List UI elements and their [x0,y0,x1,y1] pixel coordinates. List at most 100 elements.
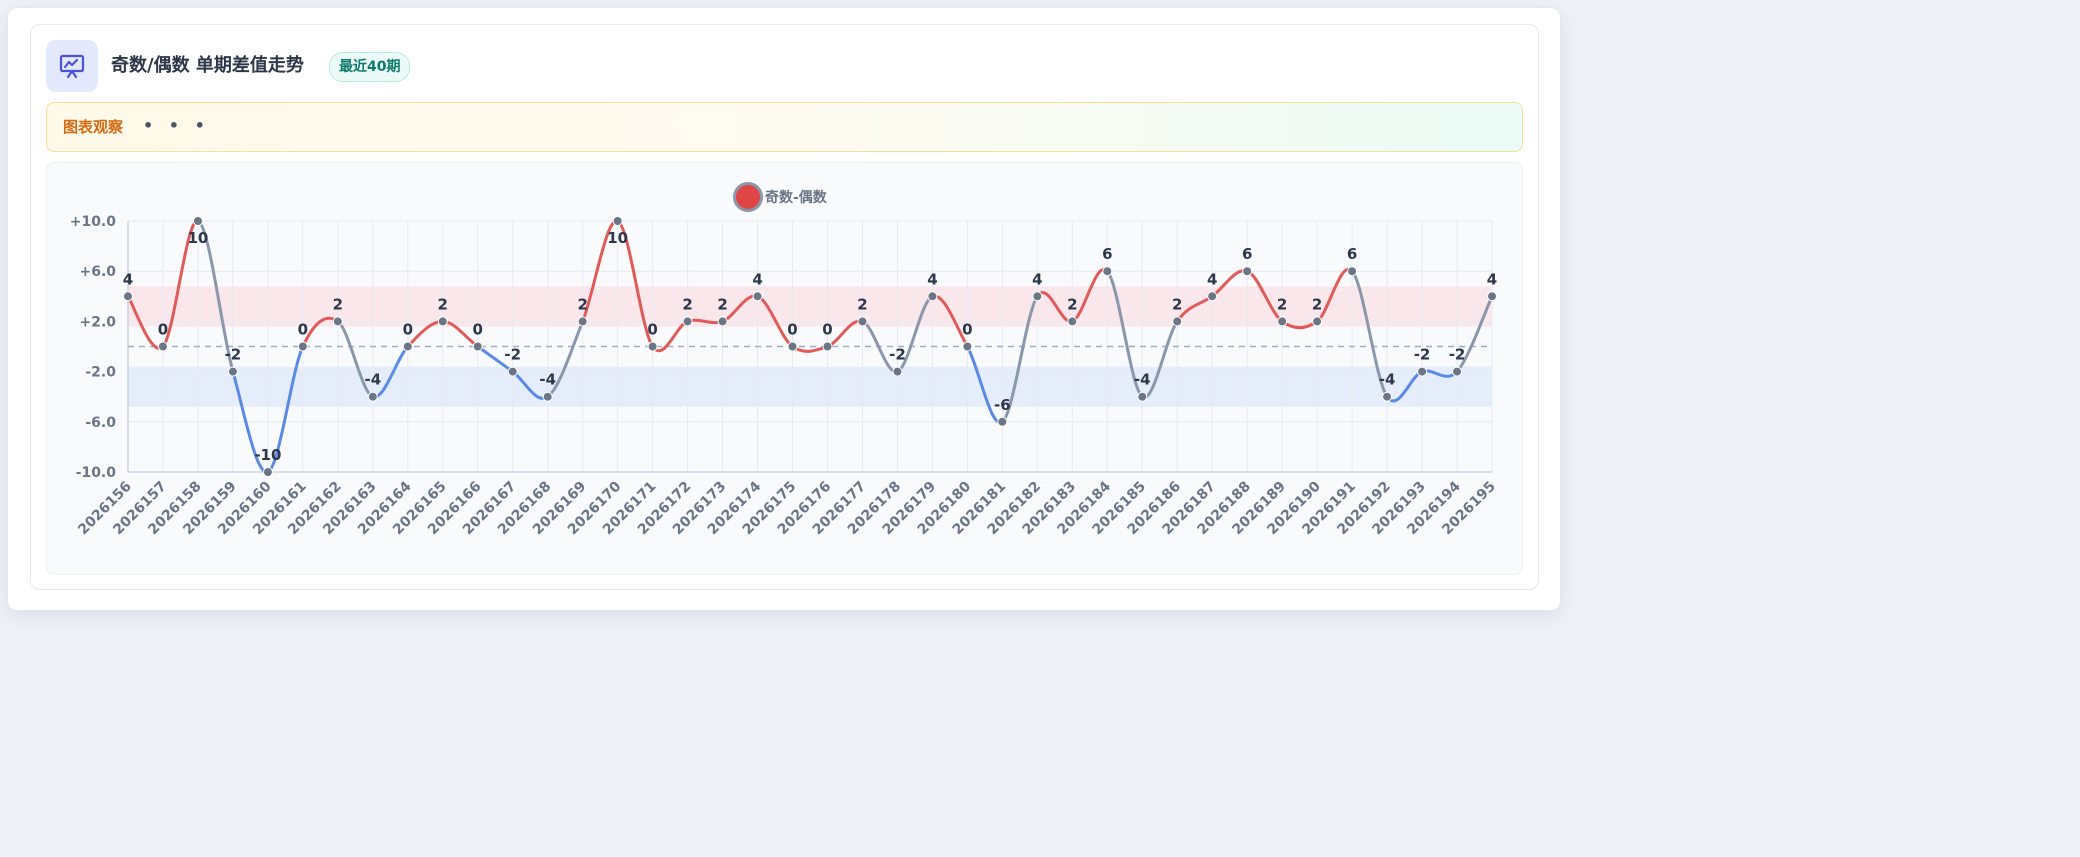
negative-band [128,366,1492,407]
data-label: 10 [188,229,209,247]
data-label: 0 [962,321,972,339]
data-point [752,291,763,302]
data-point [1347,266,1358,277]
data-point [1242,266,1253,277]
data-label: 4 [752,270,762,288]
data-point [437,316,448,327]
data-label: 6 [1347,245,1357,263]
data-point [1312,316,1323,327]
data-label: 0 [403,321,413,339]
data-point [1067,316,1078,327]
data-point [577,316,588,327]
data-point [787,341,798,352]
data-point [192,216,203,226]
data-point [1382,391,1393,402]
data-point [892,366,903,377]
data-label: 0 [647,321,657,339]
presentation-chart-icon [46,40,98,92]
data-label: -2 [889,346,906,364]
data-label: 2 [333,295,343,313]
outer-card: 奇数/偶数 单期差值走势 最近40期 图表观察 • • • +10.0 +6.0 +… [7,7,1561,611]
series-line-segment [266,345,305,474]
data-label: -2 [1414,346,1431,364]
y-tick-label: +6.0 [79,264,116,280]
data-point [227,366,238,377]
data-point [1277,316,1288,327]
data-label: 0 [787,321,797,339]
data-label: 6 [1102,245,1112,263]
data-label: 4 [1207,270,1217,288]
data-point [542,391,553,402]
data-point [927,291,938,302]
data-label: -2 [504,346,521,364]
y-tick-label: -6.0 [85,415,116,431]
data-point [1137,391,1148,402]
data-label: 2 [1067,295,1077,313]
y-tick-label: +2.0 [79,314,116,330]
data-point [857,316,868,327]
more-icon[interactable]: • • • [143,116,210,135]
data-label: 0 [298,321,308,339]
chart-panel: 奇数/偶数 单期差值走势 最近40期 图表观察 • • • +10.0 +6.0 +… [30,24,1539,590]
data-point [822,341,833,352]
data-point [297,341,308,352]
series-line-segment [161,219,200,348]
data-point [1032,291,1043,302]
data-label: -4 [1134,371,1151,389]
data-label: 0 [473,321,483,339]
data-label: -6 [994,396,1011,414]
data-point [402,341,413,352]
data-label: 2 [857,295,867,313]
y-tick-label: -10.0 [76,465,117,481]
data-point [157,341,168,352]
period-badge: 最近40期 [329,52,411,82]
data-label: 4 [1487,270,1497,288]
data-label: 2 [1312,295,1322,313]
data-label: 4 [927,270,937,288]
data-point [262,467,273,477]
data-label: -10 [254,446,281,464]
data-label: -4 [1379,371,1396,389]
series-line-segment [791,345,829,353]
data-label: 6 [1242,245,1252,263]
data-label: 4 [1032,270,1042,288]
data-label: 2 [717,295,727,313]
page-title: 奇数/偶数 单期差值走势 [111,55,304,76]
data-point [367,391,378,402]
data-point [647,341,658,352]
data-point [997,416,1008,427]
data-point [682,316,693,327]
data-label: 0 [158,321,168,339]
observation-bar[interactable]: 图表观察 • • • [46,102,1523,152]
series-line-segment [1350,269,1389,399]
series-line-segment [1455,294,1494,374]
data-label: 2 [682,295,692,313]
data-label: 2 [1172,295,1182,313]
data-point [962,341,973,352]
series-line-segment [1000,294,1039,424]
data-label: 2 [438,295,448,313]
y-tick-label: -2.0 [85,365,116,381]
data-point [612,216,623,226]
observation-label: 图表观察 [63,118,124,136]
data-point [332,316,343,327]
data-label: -2 [1449,346,1466,364]
data-label: 2 [577,295,587,313]
data-point [472,341,483,352]
legend-marker [733,182,763,212]
data-point [1452,366,1463,377]
data-point [507,366,518,377]
data-label: 0 [822,321,832,339]
data-point [1417,366,1428,377]
data-label: 10 [607,229,628,247]
series-line-segment [196,219,235,374]
chart-area: +10.0 +6.0 +2.0 -2.0 -6.0 -10.0 2026156 2026157… [46,162,1523,575]
data-point [123,291,133,302]
data-point [1102,266,1113,277]
data-label: -2 [225,346,242,364]
data-point [1487,291,1497,302]
data-label: -4 [539,371,556,389]
data-label: 2 [1277,295,1287,313]
legend-label: 奇数-偶数 [765,189,828,206]
data-point [1172,316,1183,327]
